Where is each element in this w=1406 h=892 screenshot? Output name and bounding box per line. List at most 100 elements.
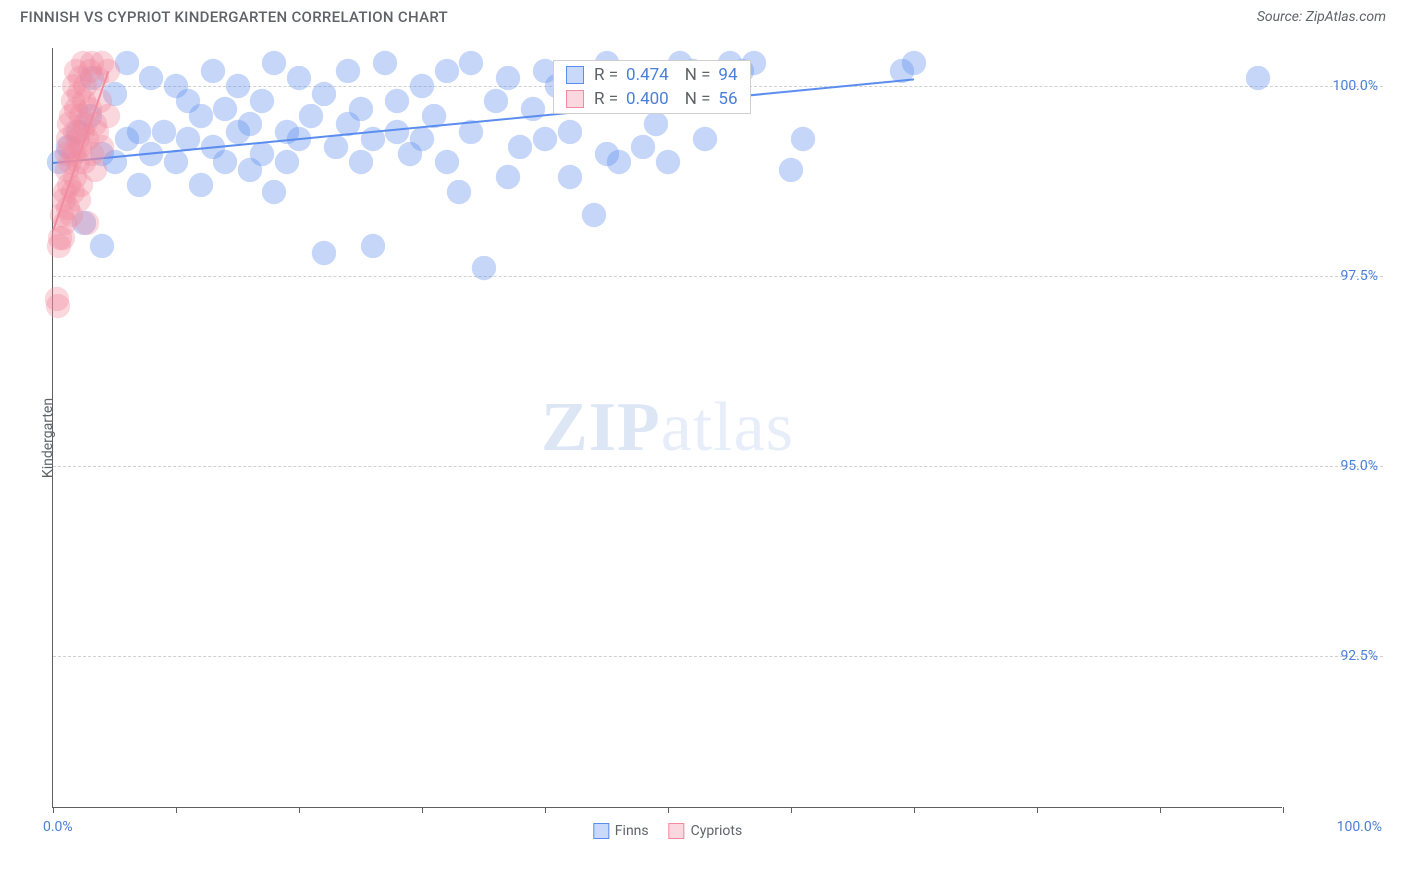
legend-swatch [593, 823, 609, 839]
x-tick [914, 807, 915, 813]
scatter-point [153, 121, 175, 143]
x-max-label: 100.0% [1337, 819, 1382, 835]
scatter-point [300, 105, 322, 127]
legend-n-value: 94 [718, 65, 737, 85]
x-tick [545, 807, 546, 813]
scatter-point [263, 181, 285, 203]
scatter-point [190, 105, 212, 127]
scatter-point [190, 174, 212, 196]
gridline [53, 656, 1383, 657]
series-legend-label: Finns [615, 823, 649, 839]
plot-area: ZIPatlas 92.5%95.0%97.5%100.0%0.0%100.0%… [52, 48, 1282, 808]
correlation-legend: R = 0.474 N = 94 R = 0.400 N = 56 [553, 60, 751, 114]
x-tick [176, 807, 177, 813]
series-legend-item: Cypriots [669, 823, 743, 839]
scatter-point [509, 136, 531, 158]
legend-swatch [566, 90, 584, 108]
source-label: Source: ZipAtlas.com [1257, 9, 1386, 25]
series-legend-label: Cypriots [691, 823, 743, 839]
scatter-point [325, 136, 347, 158]
scatter-point [227, 75, 249, 97]
scatter-point [251, 143, 273, 165]
scatter-point [140, 67, 162, 89]
x-tick [422, 807, 423, 813]
scatter-point [214, 98, 236, 120]
scatter-point [583, 204, 605, 226]
scatter-point [313, 242, 335, 264]
scatter-point [91, 235, 113, 257]
scatter-point [448, 181, 470, 203]
scatter-point [460, 52, 482, 74]
scatter-point [47, 295, 69, 317]
scatter-point [386, 121, 408, 143]
scatter-point [436, 151, 458, 173]
scatter-point [559, 121, 581, 143]
scatter-point [239, 113, 261, 135]
scatter-point [313, 83, 335, 105]
y-tick-label: 92.5% [1308, 648, 1378, 664]
scatter-point [128, 121, 150, 143]
series-legend: Finns Cypriots [593, 823, 742, 839]
scatter-point [1247, 67, 1269, 89]
scatter-point [165, 151, 187, 173]
scatter-point [214, 151, 236, 173]
x-tick [1283, 807, 1284, 813]
watermark-light: atlas [661, 389, 794, 466]
scatter-point [792, 128, 814, 150]
legend-n-label: N = [685, 65, 711, 85]
scatter-point [411, 128, 433, 150]
legend-swatch [669, 823, 685, 839]
legend-r-label: R = [594, 89, 618, 109]
scatter-point [263, 52, 285, 74]
scatter-point [202, 60, 224, 82]
legend-r-label: R = [594, 65, 618, 85]
watermark: ZIPatlas [541, 388, 794, 468]
y-tick-label: 95.0% [1308, 458, 1378, 474]
x-tick [791, 807, 792, 813]
scatter-point [128, 174, 150, 196]
y-tick-label: 100.0% [1308, 78, 1378, 94]
scatter-point [374, 52, 396, 74]
scatter-point [485, 90, 507, 112]
scatter-point [386, 90, 408, 112]
legend-r-value: 0.474 [626, 65, 669, 85]
x-tick [53, 807, 54, 813]
scatter-point [251, 90, 273, 112]
legend-n-value: 56 [718, 89, 737, 109]
scatter-point [276, 151, 298, 173]
scatter-point [436, 60, 458, 82]
legend-row: R = 0.474 N = 94 [554, 63, 750, 87]
legend-swatch [566, 66, 584, 84]
scatter-point [780, 159, 802, 181]
scatter-point [473, 257, 495, 279]
scatter-point [632, 136, 654, 158]
scatter-point [645, 113, 667, 135]
x-tick [299, 807, 300, 813]
scatter-point [84, 159, 106, 181]
x-tick [1037, 807, 1038, 813]
scatter-point [497, 67, 519, 89]
x-min-label: 0.0% [43, 819, 73, 835]
gridline [53, 466, 1383, 467]
scatter-point [337, 60, 359, 82]
chart-container: Kindergarten ZIPatlas 92.5%95.0%97.5%100… [52, 48, 1382, 828]
legend-r-value: 0.400 [626, 89, 669, 109]
scatter-point [97, 105, 119, 127]
watermark-bold: ZIP [541, 389, 661, 466]
scatter-point [534, 128, 556, 150]
scatter-point [362, 235, 384, 257]
scatter-point [350, 151, 372, 173]
x-tick [1160, 807, 1161, 813]
scatter-point [411, 75, 433, 97]
chart-title: FINNISH VS CYPRIOT KINDERGARTEN CORRELAT… [20, 8, 448, 26]
series-legend-item: Finns [593, 823, 649, 839]
y-tick-label: 97.5% [1308, 268, 1378, 284]
scatter-point [657, 151, 679, 173]
legend-n-label: N = [685, 89, 711, 109]
scatter-point [76, 212, 98, 234]
scatter-point [91, 136, 113, 158]
scatter-point [608, 151, 630, 173]
gridline [53, 276, 1383, 277]
scatter-point [350, 98, 372, 120]
scatter-point [694, 128, 716, 150]
